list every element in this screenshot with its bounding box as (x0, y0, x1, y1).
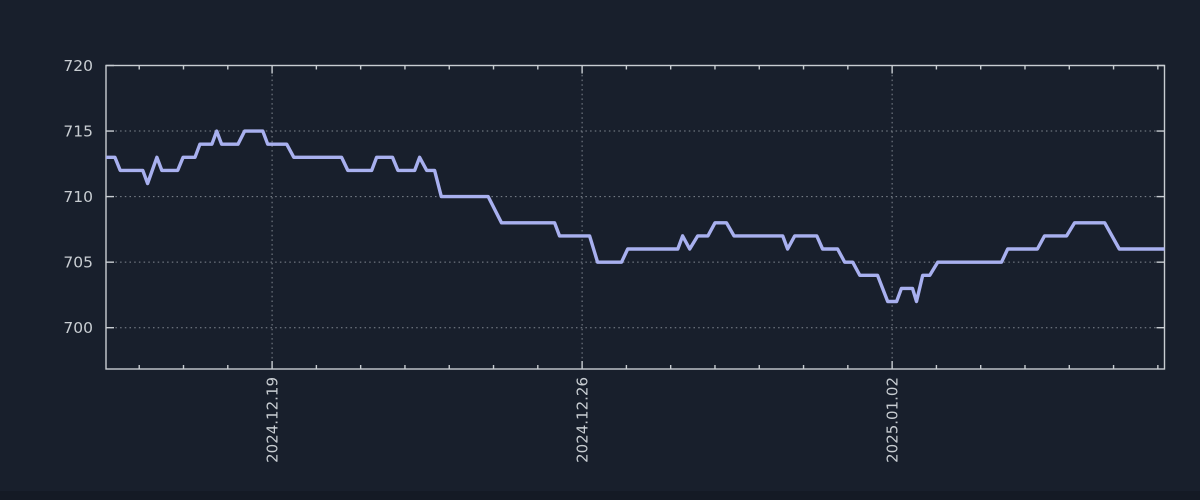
x-tick-label: 2024.12.19 (264, 377, 282, 463)
y-tick-label: 720 (63, 57, 93, 75)
y-tick-label: 710 (63, 188, 93, 206)
series-line (106, 129, 1165, 304)
x-tick-label: 2024.12.26 (574, 377, 592, 463)
y-tick-label: 705 (63, 254, 93, 272)
plot-border (105, 64, 1166, 370)
bottom-strip (0, 491, 1200, 500)
x-tick-label: 2025.01.02 (884, 377, 902, 463)
y-tick-label: 715 (63, 123, 93, 141)
y-tick-label: 700 (63, 319, 93, 337)
